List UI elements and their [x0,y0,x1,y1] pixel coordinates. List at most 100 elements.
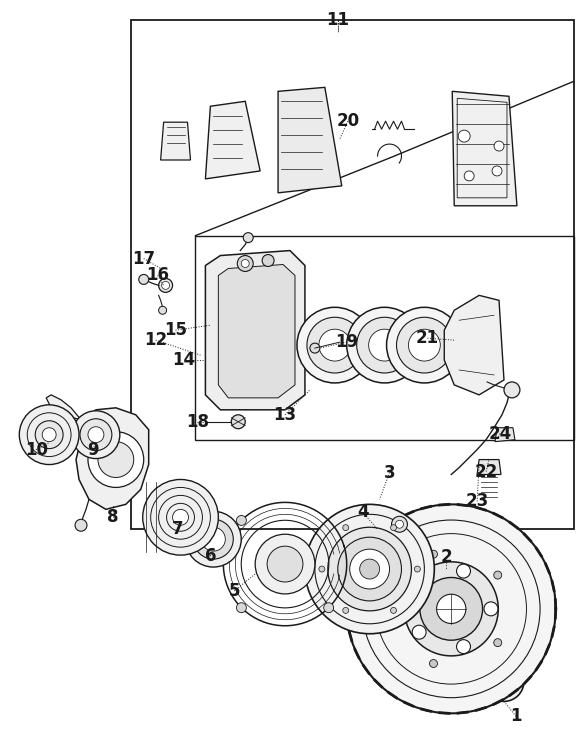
Circle shape [237,603,246,613]
Circle shape [305,504,434,634]
Circle shape [391,525,397,531]
Polygon shape [477,460,501,474]
Circle shape [159,279,172,293]
Circle shape [343,525,349,531]
Polygon shape [278,87,342,193]
Polygon shape [444,296,504,395]
Text: 23: 23 [465,492,489,511]
Circle shape [412,579,426,593]
Circle shape [437,594,466,624]
Circle shape [237,256,253,271]
Text: 18: 18 [186,413,209,431]
Circle shape [395,520,404,528]
Polygon shape [218,265,295,398]
Text: 8: 8 [107,508,119,526]
Text: 2: 2 [440,548,452,566]
Text: 20: 20 [336,112,359,130]
Polygon shape [495,428,515,442]
Circle shape [267,546,303,582]
Text: 7: 7 [172,520,183,538]
Circle shape [458,130,470,142]
Circle shape [484,661,524,701]
Circle shape [387,307,462,383]
Circle shape [420,577,482,640]
Circle shape [490,667,518,695]
Circle shape [307,317,363,373]
Circle shape [231,415,245,429]
Text: 24: 24 [488,425,512,443]
Text: 19: 19 [335,333,359,351]
Circle shape [80,419,112,451]
Circle shape [324,603,333,613]
Polygon shape [452,92,517,205]
Circle shape [412,625,426,639]
Circle shape [237,516,246,525]
Text: 9: 9 [87,440,99,459]
Circle shape [243,233,253,242]
Text: 15: 15 [164,321,187,339]
Text: 12: 12 [144,331,167,349]
Circle shape [35,420,63,449]
Circle shape [457,564,471,578]
Circle shape [328,527,412,611]
Circle shape [186,511,241,567]
Circle shape [404,562,498,656]
Circle shape [429,659,437,667]
Circle shape [139,274,149,285]
Circle shape [162,282,169,290]
Circle shape [88,432,144,488]
Circle shape [98,442,134,477]
Circle shape [241,259,249,268]
Bar [196,236,573,440]
Circle shape [391,517,408,532]
Text: 22: 22 [474,463,498,480]
Circle shape [338,537,401,601]
Circle shape [350,549,390,589]
Text: 1: 1 [510,707,522,726]
Circle shape [172,509,189,525]
Polygon shape [76,408,149,509]
Circle shape [159,306,166,314]
Circle shape [201,527,225,551]
Circle shape [369,329,401,361]
Polygon shape [206,101,260,179]
Text: 17: 17 [132,250,155,268]
Text: 6: 6 [204,547,216,565]
Circle shape [142,480,218,555]
Circle shape [504,382,520,398]
Circle shape [347,307,422,383]
Circle shape [262,254,274,267]
Circle shape [42,428,56,442]
Text: 5: 5 [228,582,240,600]
Circle shape [408,329,440,361]
Circle shape [88,426,104,443]
Circle shape [343,607,349,613]
Circle shape [319,329,351,361]
Circle shape [390,605,398,613]
Bar [131,20,573,529]
Text: 14: 14 [172,351,195,369]
Circle shape [493,638,502,647]
Text: 21: 21 [416,329,439,347]
Circle shape [347,504,556,713]
Polygon shape [161,122,190,160]
Circle shape [391,607,397,613]
Circle shape [310,343,320,353]
Circle shape [464,171,474,181]
Text: 4: 4 [357,503,369,521]
Polygon shape [46,395,81,420]
Circle shape [415,566,420,572]
Text: 10: 10 [25,440,48,459]
Circle shape [457,640,471,653]
Circle shape [193,520,233,559]
Text: 3: 3 [384,463,395,482]
Circle shape [72,411,120,459]
Circle shape [492,166,502,176]
Circle shape [494,141,504,151]
Circle shape [493,571,502,579]
Circle shape [484,602,498,616]
Circle shape [297,307,373,383]
Text: 16: 16 [146,267,169,285]
Circle shape [255,534,315,594]
Circle shape [360,559,380,579]
